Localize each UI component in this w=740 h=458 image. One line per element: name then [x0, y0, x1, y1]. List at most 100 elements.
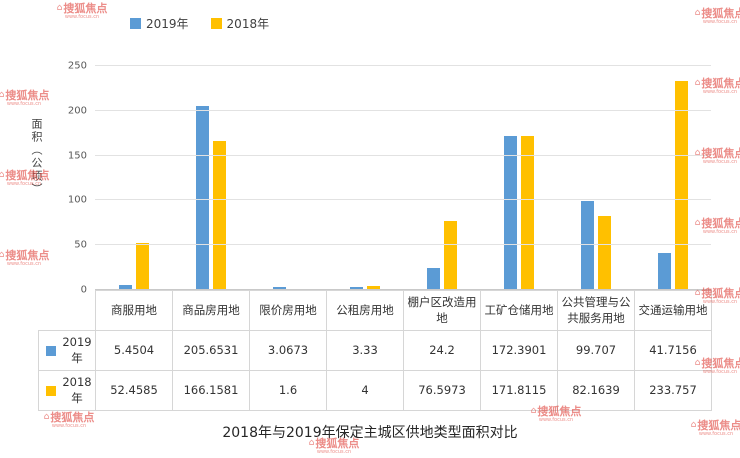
category-header: 公共管理与公共服务用地: [557, 289, 635, 332]
value-cell: 76.5973: [403, 370, 481, 412]
gridline: [95, 199, 711, 201]
value-cell: 5.4504: [95, 330, 173, 372]
bar-group: [95, 66, 172, 290]
category-header: 商服用地: [95, 289, 173, 332]
row-label: 2019年: [62, 335, 92, 365]
chart-title: 2018年与2019年保定主城区供地类型面积对比: [222, 425, 518, 441]
watermark-text: 搜狐焦点: [5, 249, 50, 262]
watermark-text: 搜狐焦点: [5, 89, 50, 102]
y-axis-tick-label: 200: [67, 105, 87, 117]
row-header: 2019年: [38, 330, 96, 372]
watermark-text: 搜狐焦点: [63, 2, 108, 15]
bar: [443, 221, 457, 290]
table-row: 2019年 5.4504 205.6531 3.0673 3.33 24.2 172.390…: [38, 330, 712, 372]
bar-group: [403, 66, 480, 290]
bar: [212, 141, 226, 290]
value-cell: 82.1639: [557, 370, 635, 412]
value-cell: 4: [326, 370, 404, 412]
table-corner-cell: [38, 290, 96, 332]
bar: [503, 135, 517, 290]
y-axis-tick-label: 250: [67, 60, 87, 72]
bar-group: [634, 66, 711, 290]
category-header: 工矿仓储用地: [480, 289, 558, 332]
sohu-focus-watermark: ⌂ 搜狐焦点 www.focus.cn: [0, 89, 50, 107]
y-axis-tick-label: 0: [80, 284, 87, 296]
bar-group: [480, 66, 557, 290]
category-header: 限价房用地: [249, 289, 327, 332]
bar: [597, 216, 611, 290]
category-header: 棚户区改造用地: [403, 289, 481, 332]
bar: [580, 200, 594, 290]
value-cell: 52.4585: [95, 370, 173, 412]
value-cell: 24.2: [403, 330, 481, 372]
row-header: 2018年: [38, 370, 96, 412]
house-icon: ⌂: [56, 3, 63, 13]
value-cell: 233.757: [634, 370, 712, 412]
watermark-text: 搜狐焦点: [701, 7, 740, 20]
bar: [195, 105, 209, 290]
bar: [349, 287, 363, 290]
category-header: 商品房用地: [172, 289, 250, 332]
row-label: 2018年: [62, 375, 92, 405]
house-icon: ⌂: [694, 8, 701, 18]
watermark-url: www.focus.cn: [702, 19, 738, 25]
gridline: [95, 244, 711, 246]
house-icon: ⌂: [0, 250, 5, 260]
plot-area: 0 50 100 150 200 250: [68, 61, 711, 296]
value-cell: 41.7156: [634, 330, 712, 372]
bar: [426, 268, 440, 290]
sohu-focus-watermark: ⌂ 搜狐焦点 www.focus.cn: [56, 2, 108, 20]
y-axis-tick-label: 50: [74, 239, 87, 251]
bar: [272, 287, 286, 290]
watermark-url: www.focus.cn: [64, 14, 100, 20]
house-icon: ⌂: [0, 90, 5, 100]
y-axis-title: 面积（公顷）: [30, 118, 43, 196]
legend-item: 2018年: [210, 15, 270, 32]
value-cell: 3.33: [326, 330, 404, 372]
bar-group: [326, 66, 403, 290]
category-header: 交通运输用地: [634, 289, 712, 332]
data-table: 商服用地 商品房用地 限价房用地 公租房用地 棚户区改造用地 工矿仓储用地 公共管理与公共服…: [38, 289, 712, 412]
sohu-focus-watermark: ⌂ 搜狐焦点 www.focus.cn: [0, 249, 50, 267]
house-icon: ⌂: [43, 412, 50, 422]
bar: [366, 286, 380, 290]
legend-swatch: [210, 18, 222, 29]
sohu-focus-watermark: ⌂ 搜狐焦点 www.focus.cn: [694, 7, 740, 25]
gridline: [95, 65, 711, 66]
watermark-url: www.focus.cn: [6, 101, 42, 107]
bar-groups: [95, 66, 711, 290]
bar-group: [249, 66, 326, 290]
bar-group: [557, 66, 634, 290]
value-cell: 99.707: [557, 330, 635, 372]
row-legend-swatch: [46, 345, 56, 356]
legend-label: 2018年: [226, 17, 270, 31]
value-cell: 172.3901: [480, 330, 558, 372]
gridline: [95, 109, 711, 111]
bar: [674, 80, 688, 290]
bar: [520, 136, 534, 290]
watermark-url: www.focus.cn: [316, 449, 352, 455]
y-axis-tick-label: 150: [67, 150, 87, 162]
table-row: 2018年 52.4585 166.1581 1.6 4 76.5973 171.8115 8…: [38, 370, 712, 412]
table-header-row: 商服用地 商品房用地 限价房用地 公租房用地 棚户区改造用地 工矿仓储用地 公共管理与公共服…: [38, 289, 712, 332]
legend-swatch: [130, 18, 141, 29]
watermark-url: www.focus.cn: [6, 261, 42, 267]
legend: 2019年 2018年: [130, 15, 269, 32]
value-cell: 166.1581: [172, 370, 250, 412]
value-cell: 205.6531: [172, 330, 250, 372]
category-header: 公租房用地: [326, 289, 404, 332]
row-legend-swatch: [46, 385, 56, 396]
value-cell: 3.0673: [249, 330, 327, 372]
bar: [135, 243, 149, 290]
bar-group: [172, 66, 249, 290]
legend-label: 2019年: [146, 17, 189, 31]
legend-item: 2019年: [130, 15, 189, 32]
value-cell: 171.8115: [480, 370, 558, 412]
value-cell: 1.6: [249, 370, 327, 412]
house-icon: ⌂: [0, 170, 5, 180]
bar: [118, 285, 132, 290]
gridline: [95, 289, 711, 290]
gridline: [95, 154, 711, 156]
bar: [657, 252, 671, 290]
